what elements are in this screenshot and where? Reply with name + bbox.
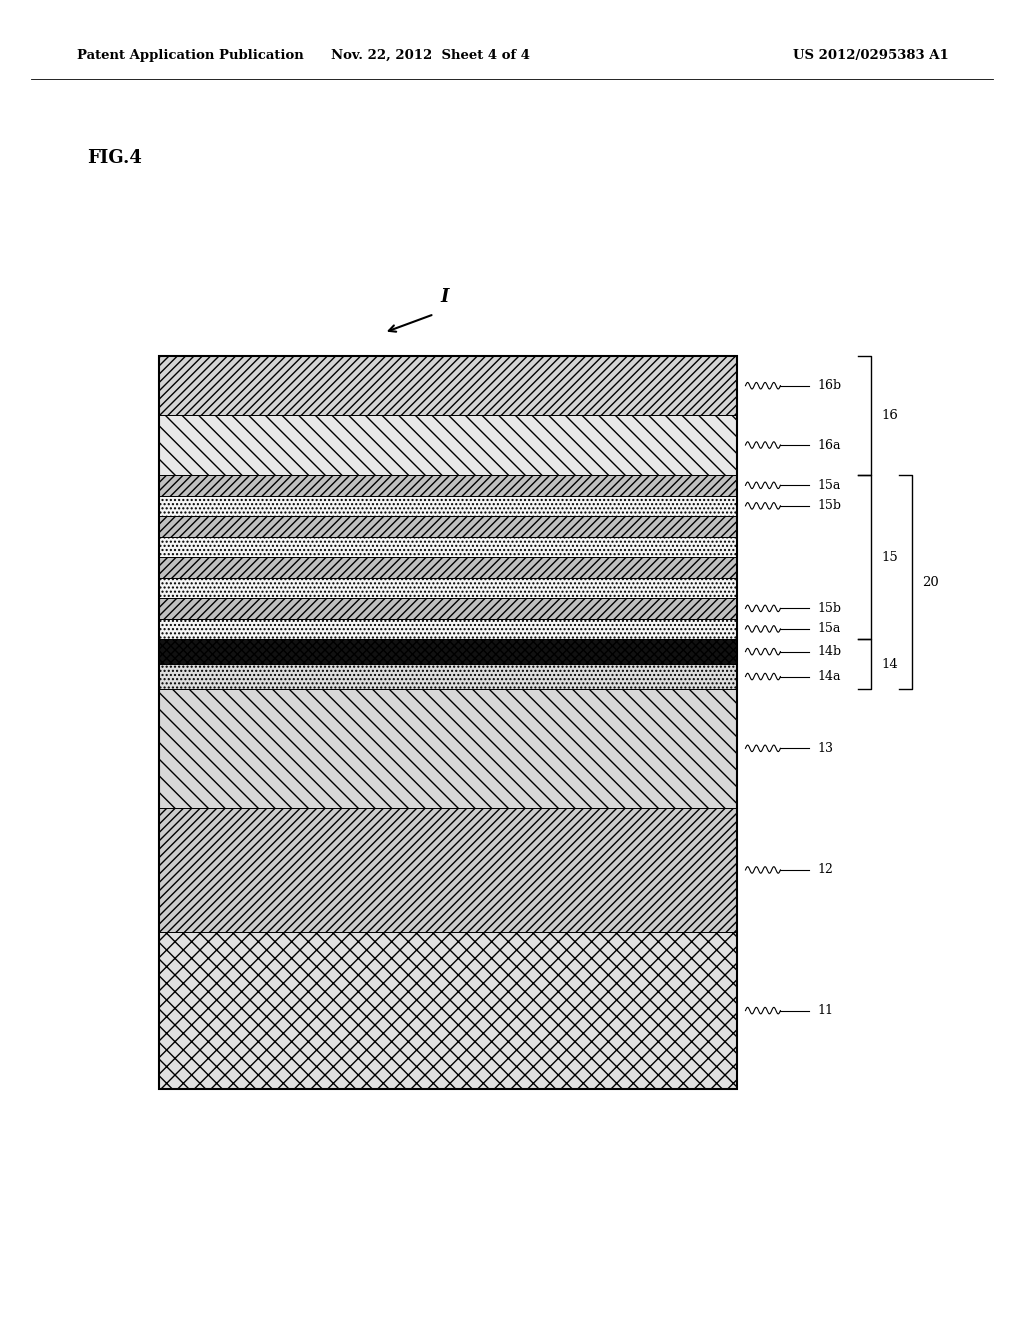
Bar	[159, 516, 737, 537]
Bar	[159, 689, 737, 808]
Text: I: I	[440, 288, 449, 306]
Text: 16a: 16a	[817, 438, 841, 451]
Text: 15a: 15a	[817, 479, 841, 492]
Bar	[159, 414, 737, 475]
Bar	[159, 808, 737, 932]
Bar	[159, 619, 737, 639]
Text: 20: 20	[923, 576, 939, 589]
Bar	[159, 356, 737, 1089]
Bar	[159, 639, 737, 664]
Bar	[159, 475, 737, 495]
Text: 15a: 15a	[817, 623, 841, 635]
Bar	[159, 598, 737, 619]
Text: US 2012/0295383 A1: US 2012/0295383 A1	[793, 49, 948, 62]
Text: 15b: 15b	[817, 602, 841, 615]
Text: 16: 16	[882, 409, 898, 422]
Text: 16b: 16b	[817, 379, 842, 392]
Text: FIG.4: FIG.4	[87, 149, 142, 168]
Text: 14a: 14a	[817, 671, 841, 682]
Bar	[159, 537, 737, 557]
Bar	[159, 664, 737, 689]
Text: 11: 11	[817, 1005, 834, 1018]
Bar	[159, 578, 737, 598]
Text: 15b: 15b	[817, 499, 841, 512]
Text: 15: 15	[882, 550, 898, 564]
Text: Nov. 22, 2012  Sheet 4 of 4: Nov. 22, 2012 Sheet 4 of 4	[331, 49, 529, 62]
Text: 13: 13	[817, 742, 834, 755]
Text: 12: 12	[817, 863, 834, 876]
Bar	[159, 495, 737, 516]
Text: 14: 14	[882, 657, 898, 671]
Bar	[159, 932, 737, 1089]
Text: Patent Application Publication: Patent Application Publication	[77, 49, 303, 62]
Bar	[159, 356, 737, 414]
Text: 14b: 14b	[817, 645, 842, 659]
Bar	[159, 557, 737, 578]
